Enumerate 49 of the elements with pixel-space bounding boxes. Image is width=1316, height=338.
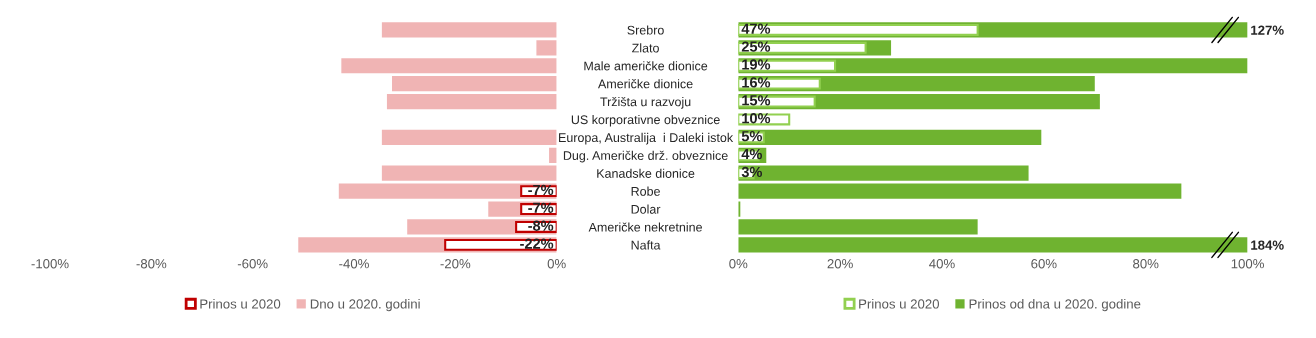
y-tick-label: Nafta — [631, 240, 661, 250]
y-tick-label: Europa, Australija i Daleki istok — [559, 132, 734, 145]
data-label: 25% — [741, 41, 771, 52]
y-tick-label: Američke dionice — [598, 79, 693, 89]
x-tick-label: -80% — [136, 259, 167, 269]
y-tick-label: Zlato — [632, 43, 659, 53]
y-tick-label: Srebro — [627, 25, 664, 35]
bar — [738, 129, 1042, 146]
x-tick-label: 0% — [547, 259, 566, 269]
bar — [738, 219, 978, 235]
x-tick-label: -100% — [31, 259, 69, 269]
x-tick-label: 100% — [1231, 259, 1264, 269]
y-tick-label: Kanadske dionice — [597, 168, 695, 178]
annotation: 184% — [1251, 240, 1284, 250]
x-tick-label: 80% — [1133, 259, 1159, 269]
x-tick-label: 0% — [729, 259, 748, 269]
x-tick-label: 40% — [929, 259, 955, 269]
bar — [738, 183, 1182, 199]
data-label: 15% — [742, 95, 771, 106]
x-tick-label: 20% — [827, 259, 853, 269]
data-label: 5% — [741, 131, 763, 142]
data-label: 10% — [742, 113, 771, 124]
data-label: -8% — [528, 220, 554, 231]
bar — [738, 237, 1248, 253]
bar — [738, 23, 979, 36]
data-label: 47% — [741, 23, 771, 34]
bar — [738, 165, 1029, 181]
y-tick-label: Tržišta u razvoju — [600, 97, 691, 109]
y-tick-label: US korporativne obveznice — [571, 114, 720, 127]
legend-label: Prinos u 2020 — [859, 298, 940, 309]
y-tick-label: Dolar — [631, 204, 661, 214]
bar — [738, 41, 867, 54]
x-tick-label: -40% — [339, 259, 369, 269]
x-tick-label: -20% — [440, 259, 471, 269]
legend-label: Prinos od dna u 2020. godine — [969, 298, 1141, 312]
data-label: -7% — [528, 202, 554, 213]
y-tick-label: Dug. Američke drž. obveznice — [563, 150, 728, 163]
y-tick-label: Male američke dionice — [584, 61, 708, 71]
annotation: 127% — [1251, 25, 1284, 35]
legend-label: Dno u 2020. godini — [310, 298, 420, 312]
legend-label: Prinos u 2020 — [200, 298, 281, 309]
x-tick-label: -60% — [237, 259, 268, 269]
y-tick-label: Američke nekretnine — [588, 222, 702, 232]
data-label: 19% — [742, 59, 771, 70]
data-label: 16% — [742, 77, 771, 88]
y-tick-label: Robe — [631, 186, 660, 196]
x-tick-label: 60% — [1031, 259, 1057, 269]
data-label: -7% — [528, 184, 554, 196]
data-label: -22% — [520, 238, 554, 249]
